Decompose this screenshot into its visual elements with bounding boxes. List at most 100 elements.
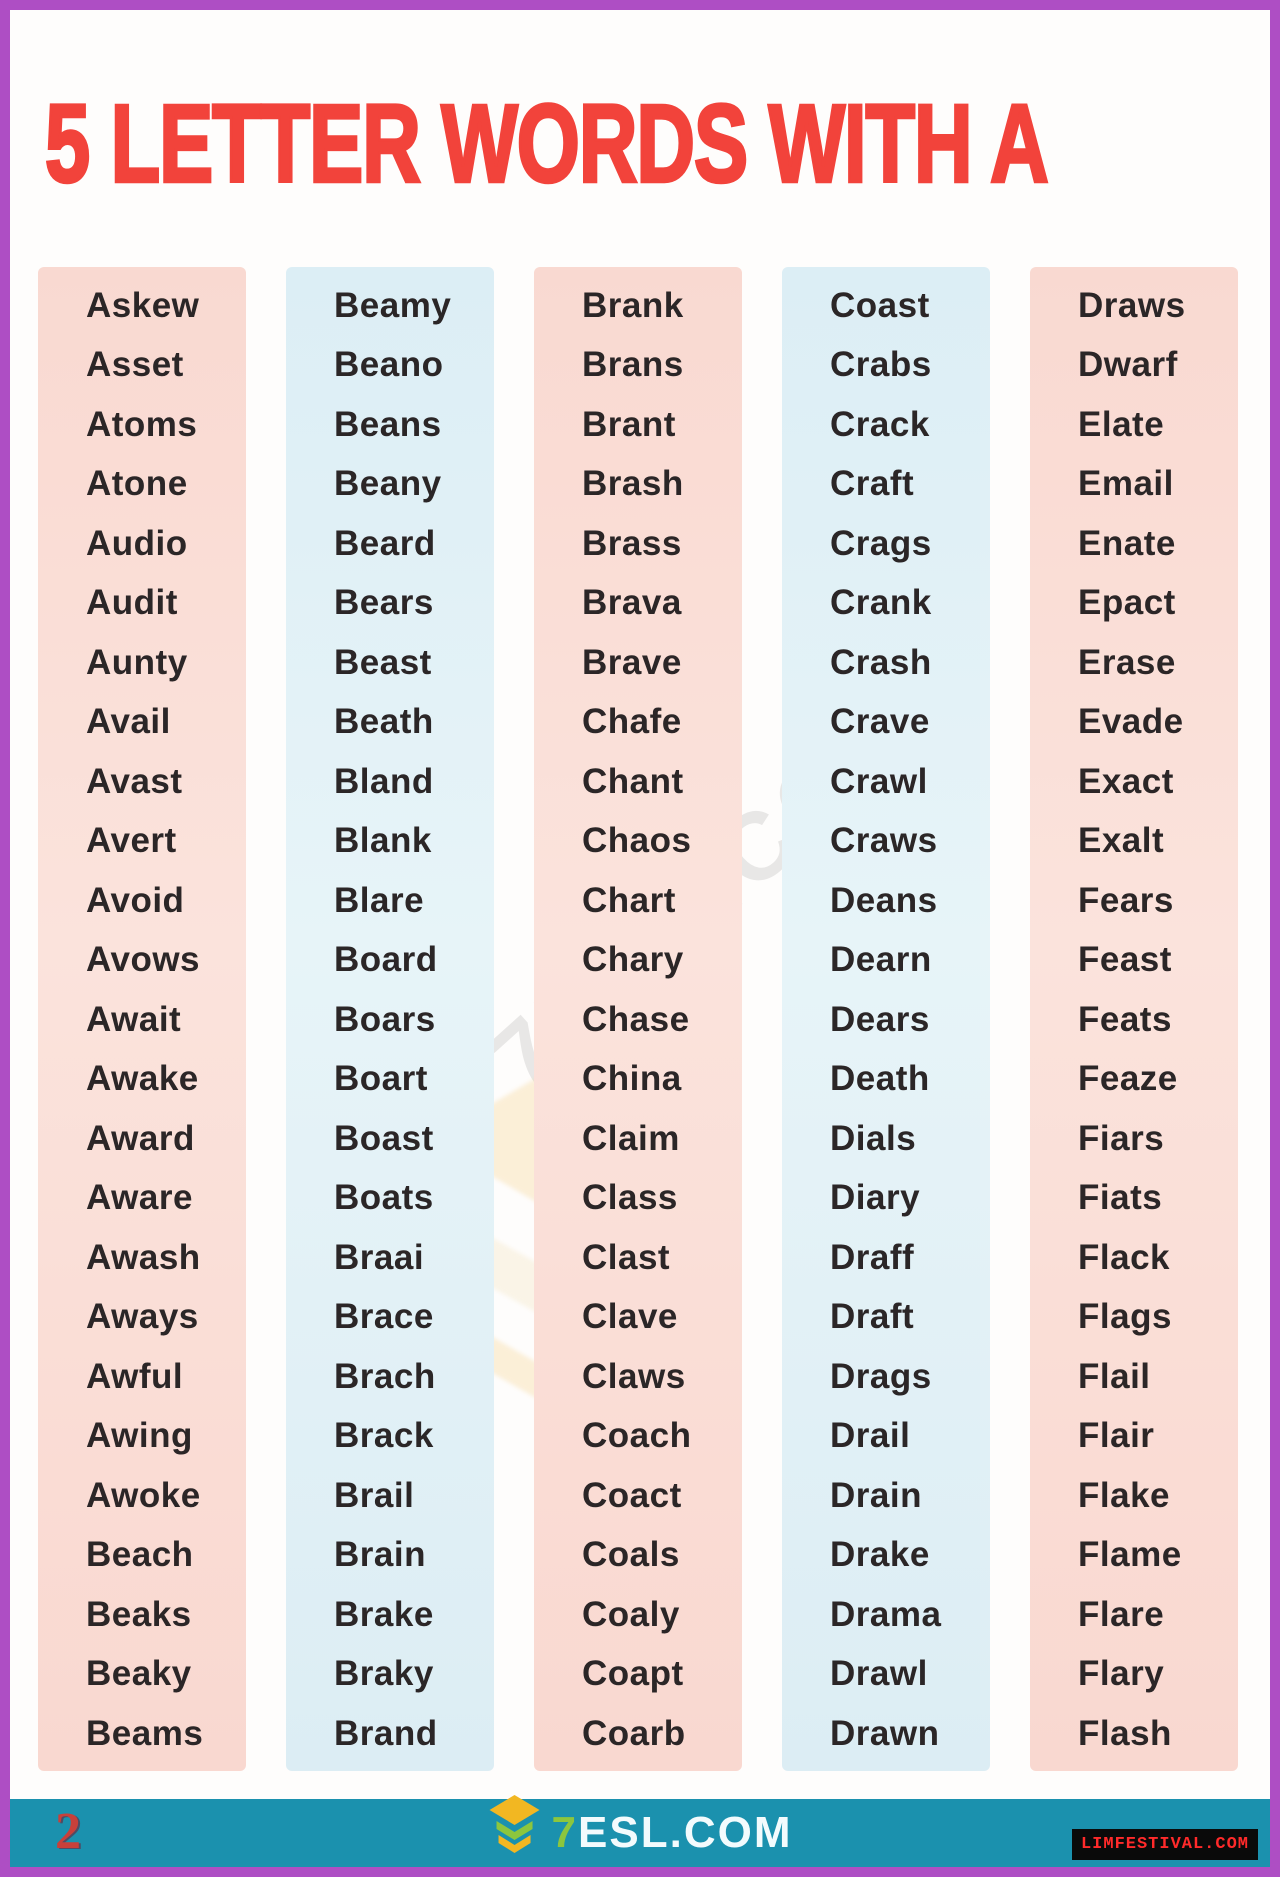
word-item: Clast bbox=[582, 1237, 671, 1277]
word-item: Atoms bbox=[86, 404, 198, 444]
word-item: Dwarf bbox=[1078, 345, 1178, 385]
word-item: Craft bbox=[830, 464, 915, 504]
word-column-2: Beamy Beano Beans Beany Beard Bears Beast Beath… bbox=[286, 267, 494, 1771]
word-item: Chant bbox=[582, 761, 684, 801]
word-item: Aways bbox=[86, 1297, 199, 1337]
word-item: Flags bbox=[1078, 1297, 1172, 1337]
limfestival-badge: LIMFESTIVAL.COM bbox=[1071, 1829, 1258, 1860]
word-item: Beast bbox=[334, 642, 432, 682]
word-item: Beano bbox=[334, 345, 444, 385]
word-item: Coast bbox=[830, 285, 930, 325]
footer-brand: 7ESL.COM bbox=[488, 1795, 793, 1858]
footer-bar: 2 7ESL.COM LIMFESTIVAL.COM bbox=[10, 1795, 1270, 1867]
word-item: Chase bbox=[582, 999, 690, 1039]
word-item: Draws bbox=[1078, 285, 1186, 325]
word-item: Brach bbox=[334, 1356, 436, 1396]
word-item: Evade bbox=[1078, 702, 1184, 742]
word-item: Crave bbox=[830, 702, 930, 742]
word-item: Askew bbox=[86, 285, 200, 325]
word-item: Exalt bbox=[1078, 821, 1165, 861]
word-column-4: Coast Crabs Crack Craft Crags Crank Crash Crave… bbox=[782, 267, 990, 1771]
word-item: Awoke bbox=[86, 1475, 201, 1515]
word-item: Boart bbox=[334, 1059, 428, 1099]
word-item: Awing bbox=[86, 1416, 193, 1456]
word-item: Boats bbox=[334, 1178, 434, 1218]
word-item: Beams bbox=[86, 1713, 204, 1753]
word-item: Flame bbox=[1078, 1535, 1182, 1575]
word-item: Awake bbox=[86, 1059, 199, 1099]
word-item: Coact bbox=[582, 1475, 682, 1515]
word-item: Beach bbox=[86, 1535, 194, 1575]
word-item: Board bbox=[334, 940, 438, 980]
word-item: Brans bbox=[582, 345, 684, 385]
word-item: Await bbox=[86, 999, 182, 1039]
word-item: Chaos bbox=[582, 821, 692, 861]
word-item: Beaks bbox=[86, 1594, 192, 1634]
word-item: Brass bbox=[582, 523, 682, 563]
word-item: Atone bbox=[86, 464, 188, 504]
word-item: Drawn bbox=[830, 1713, 940, 1753]
word-item: Flary bbox=[1078, 1654, 1165, 1694]
word-item: Avail bbox=[86, 702, 171, 742]
word-column-3: Brank Brans Brant Brash Brass Brava Brave Chafe… bbox=[534, 267, 742, 1771]
word-item: Brave bbox=[582, 642, 682, 682]
word-item: Asset bbox=[86, 345, 184, 385]
word-item: Dears bbox=[830, 999, 930, 1039]
word-item: Draft bbox=[830, 1297, 915, 1337]
word-column-5: Draws Dwarf Elate Email Enate Epact Erase Evade… bbox=[1030, 267, 1238, 1771]
word-item: Enate bbox=[1078, 523, 1176, 563]
word-item: Bears bbox=[334, 583, 434, 623]
word-item: Death bbox=[830, 1059, 930, 1099]
word-item: Drawl bbox=[830, 1654, 928, 1694]
word-item: Flack bbox=[1078, 1237, 1170, 1277]
word-item: Claws bbox=[582, 1356, 686, 1396]
word-item: Coarb bbox=[582, 1713, 686, 1753]
word-item: Beany bbox=[334, 464, 442, 504]
word-item: Drain bbox=[830, 1475, 922, 1515]
word-item: Craws bbox=[830, 821, 938, 861]
word-item: Erase bbox=[1078, 642, 1176, 682]
word-item: Coapt bbox=[582, 1654, 684, 1694]
word-item: Audit bbox=[86, 583, 178, 623]
word-item: Flair bbox=[1078, 1416, 1155, 1456]
word-item: Avert bbox=[86, 821, 177, 861]
word-item: Crash bbox=[830, 642, 932, 682]
word-item: Drail bbox=[830, 1416, 911, 1456]
word-item: Crags bbox=[830, 523, 932, 563]
word-item: Brava bbox=[582, 583, 682, 623]
word-item: Audio bbox=[86, 523, 188, 563]
word-item: Boars bbox=[334, 999, 436, 1039]
word-item: Deans bbox=[830, 880, 938, 920]
word-item: Class bbox=[582, 1178, 678, 1218]
word-item: Flake bbox=[1078, 1475, 1170, 1515]
word-item: Feast bbox=[1078, 940, 1172, 980]
word-item: Drama bbox=[830, 1594, 942, 1634]
brand-rest: ESL.COM bbox=[578, 1808, 793, 1857]
word-item: Beamy bbox=[334, 285, 452, 325]
word-item: Brant bbox=[582, 404, 676, 444]
word-item: Avows bbox=[86, 940, 201, 980]
word-item: Brank bbox=[582, 285, 684, 325]
word-item: Beans bbox=[334, 404, 442, 444]
word-item: Claim bbox=[582, 1118, 680, 1158]
word-item: Crank bbox=[830, 583, 932, 623]
word-item: Coals bbox=[582, 1535, 680, 1575]
word-item: Crawl bbox=[830, 761, 928, 801]
footer-brand-text: 7ESL.COM bbox=[552, 1808, 793, 1858]
word-item: Flash bbox=[1078, 1713, 1172, 1753]
word-item: Aunty bbox=[86, 642, 188, 682]
word-item: Brace bbox=[334, 1297, 434, 1337]
word-item: China bbox=[582, 1059, 682, 1099]
word-item: Avast bbox=[86, 761, 183, 801]
word-item: Braky bbox=[334, 1654, 434, 1694]
page-title: 5 LETTER WORDS WITH A bbox=[44, 80, 1050, 206]
word-item: Diary bbox=[830, 1178, 921, 1218]
word-item: Brack bbox=[334, 1416, 434, 1456]
word-item: Feats bbox=[1078, 999, 1172, 1039]
word-item: Bland bbox=[334, 761, 434, 801]
word-item: Fears bbox=[1078, 880, 1174, 920]
word-item: Clave bbox=[582, 1297, 678, 1337]
word-item: Drake bbox=[830, 1535, 930, 1575]
word-item: Brail bbox=[334, 1475, 415, 1515]
